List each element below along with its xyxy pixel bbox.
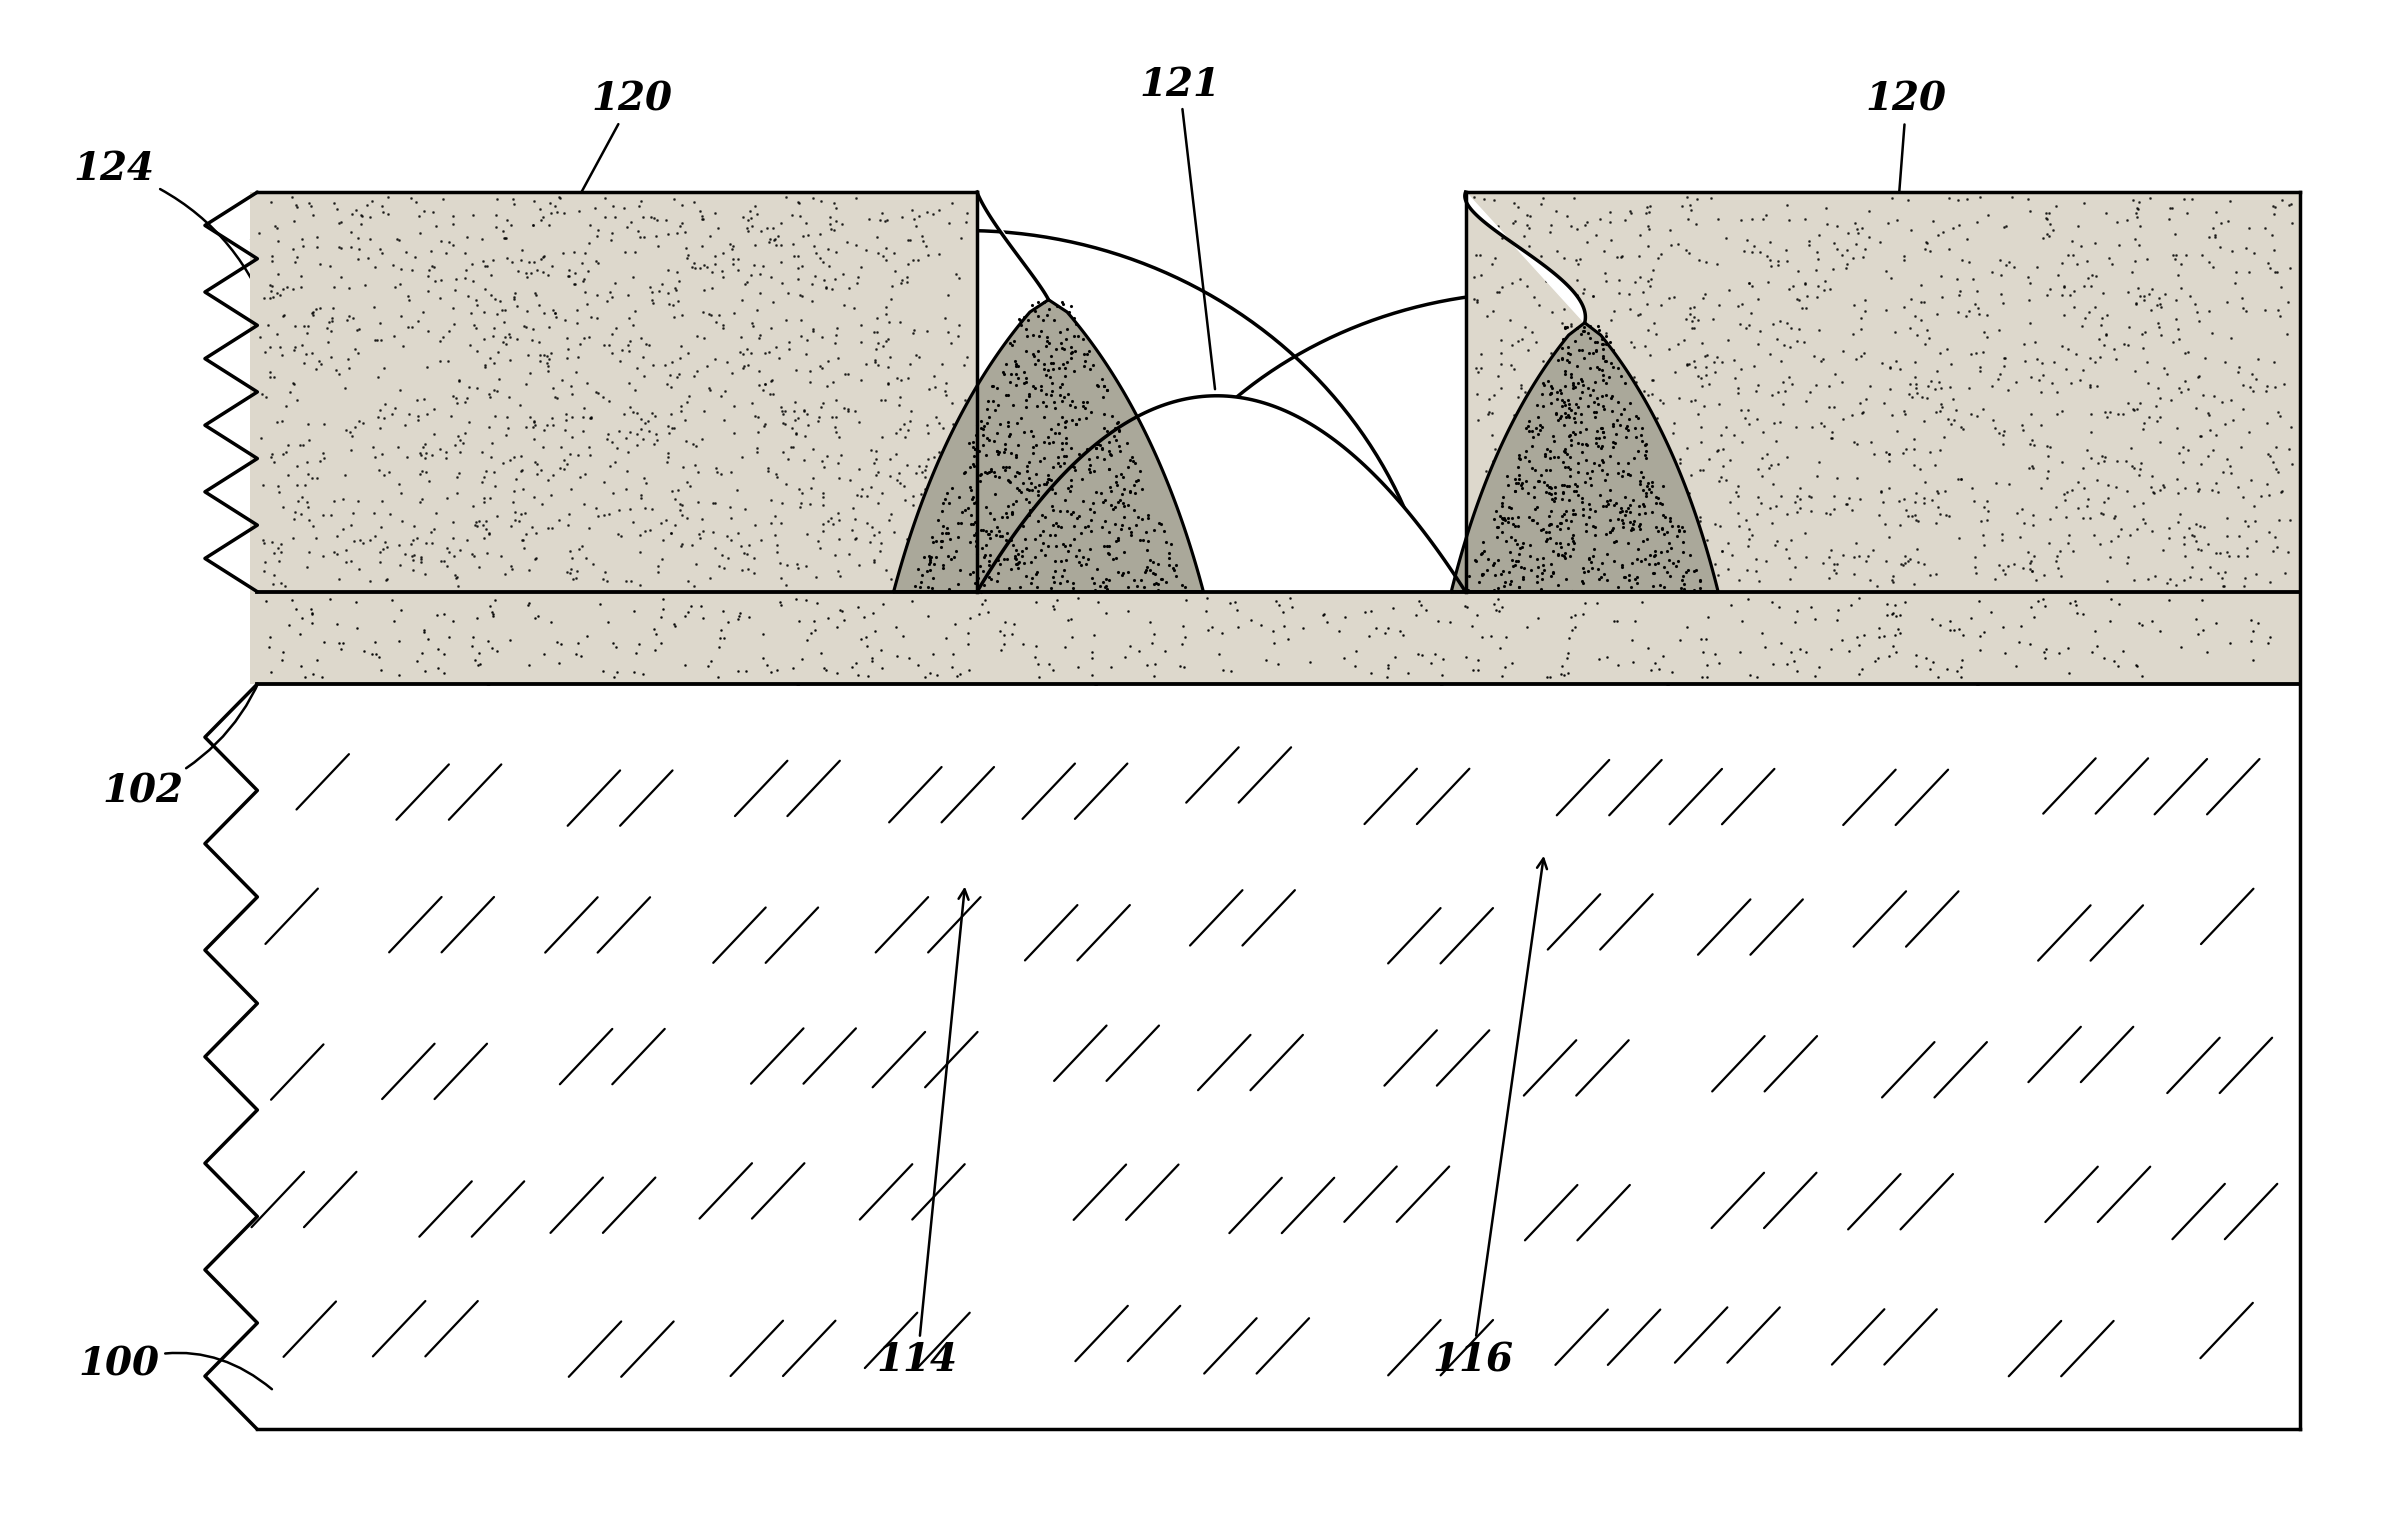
Polygon shape <box>489 231 1442 684</box>
Text: 116: 116 <box>1432 859 1547 1379</box>
Text: 120: 120 <box>550 81 672 251</box>
Text: 100: 100 <box>79 1346 272 1389</box>
Polygon shape <box>0 223 798 684</box>
Text: 121: 121 <box>1139 66 1220 389</box>
Polygon shape <box>250 592 2300 684</box>
Polygon shape <box>250 192 977 592</box>
Polygon shape <box>1096 292 1978 684</box>
Polygon shape <box>977 192 1049 300</box>
Text: 102: 102 <box>102 641 274 810</box>
Polygon shape <box>1668 246 2383 684</box>
Text: 122: 122 <box>1044 440 1177 518</box>
Polygon shape <box>894 300 1203 592</box>
Text: 114: 114 <box>877 890 967 1379</box>
Polygon shape <box>1451 323 1718 592</box>
Polygon shape <box>1466 192 1585 323</box>
Polygon shape <box>1466 192 2300 592</box>
Polygon shape <box>977 397 1466 592</box>
Text: 120: 120 <box>1866 81 1947 251</box>
Polygon shape <box>250 684 2300 1429</box>
Text: 124: 124 <box>74 151 274 327</box>
